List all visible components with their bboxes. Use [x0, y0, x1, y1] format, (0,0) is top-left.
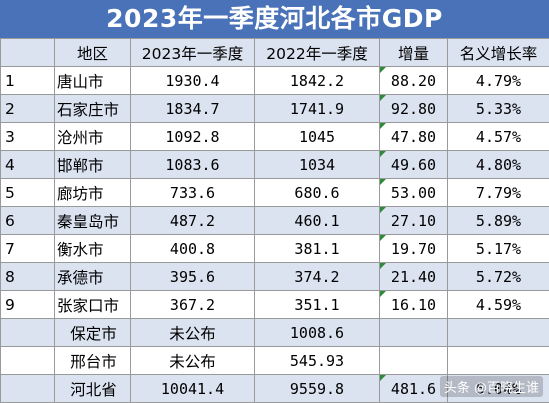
- row-index: 7: [1, 235, 55, 263]
- row-index: 3: [1, 123, 55, 151]
- row-growth-rate: 7.79%: [448, 179, 549, 207]
- row-index: [1, 347, 55, 375]
- row-gdp-2023: 367.2: [131, 291, 255, 319]
- row-gdp-2023: 1930.4: [131, 67, 255, 95]
- row-city: 石家庄市: [55, 95, 131, 123]
- row-index: 8: [1, 263, 55, 291]
- table-row: 3 沧州市 1092.8 1045 47.80 4.57%: [1, 123, 549, 151]
- row-gdp-2022: 381.1: [255, 235, 380, 263]
- row-increase: 47.80: [380, 123, 448, 151]
- row-increase: [380, 347, 448, 375]
- row-increase: 19.70: [380, 235, 448, 263]
- row-city: 保定市: [55, 319, 131, 347]
- row-city: 秦皇岛市: [55, 207, 131, 235]
- row-index: 2: [1, 95, 55, 123]
- row-gdp-2022: 1034: [255, 151, 380, 179]
- row-gdp-2023: 未公布: [131, 347, 255, 375]
- row-gdp-2022: 1741.9: [255, 95, 380, 123]
- header-cell-region: 地区: [55, 39, 131, 67]
- row-gdp-2022: 374.2: [255, 263, 380, 291]
- row-city: 邯郸市: [55, 151, 131, 179]
- row-city: 衡水市: [55, 235, 131, 263]
- row-increase: 53.00: [380, 179, 448, 207]
- row-increase: 49.60: [380, 151, 448, 179]
- row-index: 9: [1, 291, 55, 319]
- header-cell-index: [1, 39, 55, 67]
- row-increase: 21.40: [380, 263, 448, 291]
- row-index: [1, 319, 55, 347]
- table-title: 2023年一季度河北各市GDP: [0, 0, 549, 38]
- row-increase: 481.6: [380, 375, 448, 403]
- row-growth-rate: 5.33%: [448, 95, 549, 123]
- row-increase: [380, 319, 448, 347]
- row-gdp-2022: 545.93: [255, 347, 380, 375]
- gdp-table: 地区 2023年一季度 2022年一季度 增量 名义增长率 1 唐山市 1930…: [0, 38, 549, 403]
- header-row: 地区 2023年一季度 2022年一季度 增量 名义增长率: [1, 39, 549, 67]
- row-city: 沧州市: [55, 123, 131, 151]
- header-cell-increase: 增量: [380, 39, 448, 67]
- row-gdp-2022: 680.6: [255, 179, 380, 207]
- table-row: 5 廊坊市 733.6 680.6 53.00 7.79%: [1, 179, 549, 207]
- row-index: [1, 375, 55, 403]
- row-growth-rate: [448, 319, 549, 347]
- row-city: 河北省: [55, 375, 131, 403]
- row-growth-rate: 5.89%: [448, 207, 549, 235]
- row-gdp-2022: 1008.6: [255, 319, 380, 347]
- table-row: 2 石家庄市 1834.7 1741.9 92.80 5.33%: [1, 95, 549, 123]
- row-city: 承德市: [55, 263, 131, 291]
- table-row: 保定市 未公布 1008.6: [1, 319, 549, 347]
- header-cell-2023q1: 2023年一季度: [131, 39, 255, 67]
- row-gdp-2022: 9559.8: [255, 375, 380, 403]
- table-row: 8 承德市 395.6 374.2 21.40 5.72%: [1, 263, 549, 291]
- row-growth-rate: 4.80%: [448, 151, 549, 179]
- row-gdp-2023: 10041.4: [131, 375, 255, 403]
- row-gdp-2023: 1083.6: [131, 151, 255, 179]
- header-cell-2022q1: 2022年一季度: [255, 39, 380, 67]
- row-growth-rate: 4.79%: [448, 67, 549, 95]
- row-growth-rate: 4.59%: [448, 291, 549, 319]
- row-growth-rate: 5.72%: [448, 263, 549, 291]
- table-row: 9 张家口市 367.2 351.1 16.10 4.59%: [1, 291, 549, 319]
- row-increase: 16.10: [380, 291, 448, 319]
- row-increase: 92.80: [380, 95, 448, 123]
- row-gdp-2022: 351.1: [255, 291, 380, 319]
- row-growth-rate: [448, 347, 549, 375]
- table-row: 邢台市 未公布 545.93: [1, 347, 549, 375]
- row-gdp-2022: 1045: [255, 123, 380, 151]
- row-gdp-2022: 1842.2: [255, 67, 380, 95]
- table-row: 6 秦皇岛市 487.2 460.1 27.10 5.89%: [1, 207, 549, 235]
- row-city: 张家口市: [55, 291, 131, 319]
- row-city: 邢台市: [55, 347, 131, 375]
- row-increase: 27.10: [380, 207, 448, 235]
- row-gdp-2023: 1834.7: [131, 95, 255, 123]
- table-row: 4 邯郸市 1083.6 1034 49.60 4.80%: [1, 151, 549, 179]
- row-gdp-2022: 460.1: [255, 207, 380, 235]
- row-gdp-2023: 未公布: [131, 319, 255, 347]
- row-index: 5: [1, 179, 55, 207]
- row-growth-rate: 4.57%: [448, 123, 549, 151]
- row-index: 1: [1, 67, 55, 95]
- row-city: 唐山市: [55, 67, 131, 95]
- row-city: 廊坊市: [55, 179, 131, 207]
- watermark: 头条 @百晓生谁: [440, 376, 543, 397]
- row-growth-rate: 5.17%: [448, 235, 549, 263]
- header-cell-growth-rate: 名义增长率: [448, 39, 549, 67]
- row-gdp-2023: 487.2: [131, 207, 255, 235]
- row-increase: 88.20: [380, 67, 448, 95]
- row-gdp-2023: 1092.8: [131, 123, 255, 151]
- table-row: 1 唐山市 1930.4 1842.2 88.20 4.79%: [1, 67, 549, 95]
- row-gdp-2023: 400.8: [131, 235, 255, 263]
- table-row: 7 衡水市 400.8 381.1 19.70 5.17%: [1, 235, 549, 263]
- row-gdp-2023: 395.6: [131, 263, 255, 291]
- row-index: 6: [1, 207, 55, 235]
- row-index: 4: [1, 151, 55, 179]
- row-gdp-2023: 733.6: [131, 179, 255, 207]
